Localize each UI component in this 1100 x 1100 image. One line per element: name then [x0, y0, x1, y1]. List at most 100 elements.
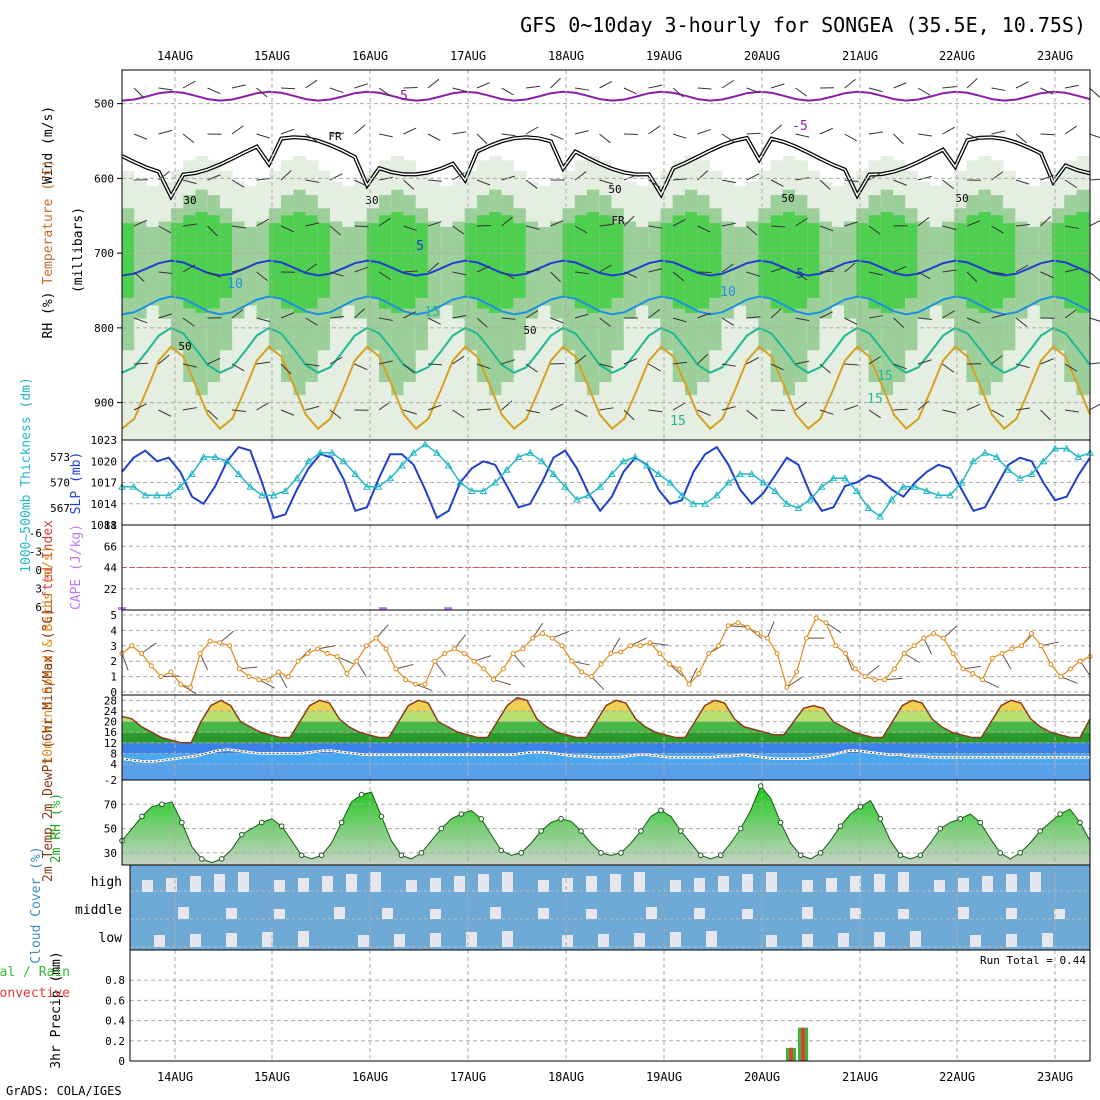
- rh-shade: [746, 221, 759, 319]
- cloud-high-bar: [502, 872, 513, 892]
- rh-shade: [672, 215, 686, 309]
- slp-tick-label: 1020: [91, 455, 118, 468]
- rh-shade: [684, 212, 698, 313]
- wind10m-point: [549, 635, 555, 641]
- cloud-high-bar: [166, 878, 177, 892]
- wind-barb: [354, 124, 366, 135]
- thickness-point: [281, 486, 290, 494]
- thickness-point: [736, 469, 744, 477]
- wind10m-barb: [454, 634, 466, 650]
- cloud-high-bar: [562, 878, 573, 892]
- wind-barb: [844, 221, 859, 227]
- wind-barb: [746, 132, 761, 135]
- wind-barb: [280, 363, 292, 375]
- wind10m-point: [774, 651, 780, 656]
- lifted-index-axis-label: Lifted Index: [41, 520, 56, 614]
- rh-shade: [391, 212, 404, 313]
- wind-barb: [648, 179, 661, 188]
- rh2m-point: [678, 828, 684, 834]
- thickness-point: [654, 469, 663, 477]
- wind10m-point: [236, 666, 242, 672]
- wind-barb: [819, 127, 833, 135]
- wind-barb: [207, 174, 221, 181]
- thickness-point: [386, 474, 395, 482]
- wind10m-axis-label: 10m Wind Speed & Barbs (m/s): [41, 545, 56, 764]
- rh-shade: [733, 185, 747, 440]
- wind-barb: [648, 268, 663, 273]
- rh-shade: [697, 215, 710, 309]
- thickness-point: [176, 482, 185, 490]
- bottom-date-label: 20AUG: [744, 1070, 780, 1084]
- wind-barb: [623, 358, 638, 365]
- rh-shade: [819, 221, 833, 319]
- wind-barb: [329, 316, 344, 319]
- rh2m-point: [278, 823, 285, 829]
- temp-band: [122, 732, 1090, 743]
- wind10m-barb: [864, 665, 880, 677]
- wind-barb: [1015, 224, 1030, 227]
- wind-barb: [158, 129, 173, 135]
- slp-axis-label: SLP (mb): [69, 452, 84, 515]
- thickness-point: [234, 469, 243, 477]
- thickness-point: [619, 457, 628, 465]
- wind-barb: [378, 176, 393, 181]
- thickness-tick-label: 570: [50, 477, 70, 490]
- wind-barb: [991, 271, 1006, 275]
- thickness-point: [841, 474, 849, 482]
- wind-barb: [378, 133, 393, 138]
- wind-barb: [476, 317, 488, 328]
- cloud-middle-bar: [538, 908, 549, 919]
- wind-barb: [868, 87, 883, 93]
- wind10m-barb: [669, 663, 684, 677]
- thickness-point: [817, 482, 826, 490]
- wind-barb: [305, 222, 320, 227]
- wind10m-barb: [434, 660, 446, 677]
- wind10m-barb: [317, 645, 336, 650]
- thickness-point: [304, 457, 313, 465]
- wind-barb: [525, 126, 539, 135]
- wind-barb: [525, 310, 539, 319]
- thickness-point: [992, 452, 1001, 460]
- wind-barb: [1040, 133, 1055, 136]
- wind-barb: [746, 356, 760, 365]
- wind10m-point: [862, 674, 868, 680]
- wind-barb: [501, 87, 514, 96]
- temp-band: [122, 721, 1090, 733]
- wind10m-point: [608, 651, 614, 656]
- rh2m-point: [857, 803, 864, 810]
- rh-shade: [207, 215, 221, 309]
- wind-barb: [403, 225, 417, 232]
- wind-barb: [966, 220, 981, 227]
- rh-contour-label: 30: [183, 194, 196, 207]
- rh2m-point: [1057, 811, 1063, 817]
- wind-barb: [746, 409, 758, 420]
- wind10m-point: [579, 669, 585, 675]
- rh-shade: [623, 221, 637, 319]
- wind-barb: [354, 83, 368, 89]
- wind-tick-label: 3: [110, 640, 117, 653]
- thickness-point: [1074, 452, 1083, 460]
- rh-tick-label: 70: [104, 798, 117, 811]
- top-date-label: 15AUG: [254, 49, 290, 63]
- rh-shade: [146, 185, 160, 440]
- cape-bar: [444, 607, 453, 610]
- rh2m-point: [598, 850, 604, 856]
- top-date-label: 16AUG: [352, 49, 388, 63]
- rh2m-point: [578, 828, 584, 834]
- top-date-label: 19AUG: [646, 49, 682, 63]
- wind-barb: [256, 317, 271, 323]
- wind-barb: [452, 271, 467, 276]
- wind-barb: [1040, 409, 1051, 421]
- cloud-middle-bar: [898, 909, 909, 919]
- wind10m-point: [383, 646, 389, 652]
- wind-barb: [721, 263, 734, 273]
- wind-barb: [550, 133, 564, 140]
- wind-barb: [133, 133, 148, 140]
- wind-barb: [427, 404, 442, 411]
- wind-barb: [182, 133, 195, 144]
- temperature-contour-label: 15: [424, 305, 440, 320]
- wind10m-barb: [512, 653, 526, 668]
- wind10m-point: [901, 651, 907, 656]
- wind-barb: [721, 222, 736, 227]
